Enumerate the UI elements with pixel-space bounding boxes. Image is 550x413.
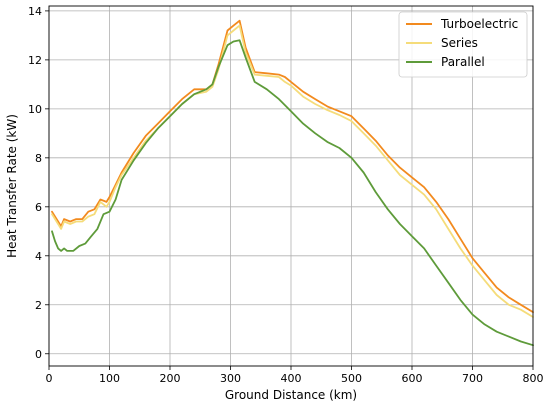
- y-axis-title: Heat Transfer Rate (kW): [5, 114, 19, 258]
- series-layer: [51, 19, 534, 347]
- x-tick-label: 0: [46, 372, 53, 385]
- legend-label: Turboelectric: [440, 17, 518, 31]
- x-tick-label: 200: [160, 372, 181, 385]
- legend-label: Parallel: [441, 55, 485, 69]
- y-tick-label: 12: [28, 54, 42, 67]
- x-tick-label: 700: [462, 372, 483, 385]
- series-line-parallel: [51, 39, 534, 347]
- series-line-turboelectric: [51, 19, 534, 314]
- tick-layer: 0 100 200 300 400 500 600 700 800 0 2 4 6 8 10 12 14: [28, 5, 544, 385]
- x-tick-label: 800: [523, 372, 544, 385]
- y-tick-label: 6: [35, 201, 42, 214]
- y-tick-label: 4: [35, 250, 42, 263]
- y-tick-label: 0: [35, 348, 42, 361]
- legend-label: Series: [441, 36, 478, 50]
- x-tick-label: 300: [220, 372, 241, 385]
- y-tick-label: 8: [35, 152, 42, 165]
- x-tick-label: 500: [341, 372, 362, 385]
- x-tick-label: 600: [402, 372, 423, 385]
- grid-layer: [48, 6, 534, 366]
- y-tick-label: 2: [35, 299, 42, 312]
- series-line-series: [51, 24, 534, 318]
- y-tick-label: 14: [28, 5, 42, 18]
- y-tick-label: 10: [28, 103, 42, 116]
- x-tick-label: 400: [281, 372, 302, 385]
- x-axis-title: Ground Distance (km): [225, 388, 357, 402]
- legend-box: [398, 11, 528, 78]
- x-tick-label: 100: [99, 372, 120, 385]
- legend: Turboelectric Series Parallel: [398, 11, 528, 78]
